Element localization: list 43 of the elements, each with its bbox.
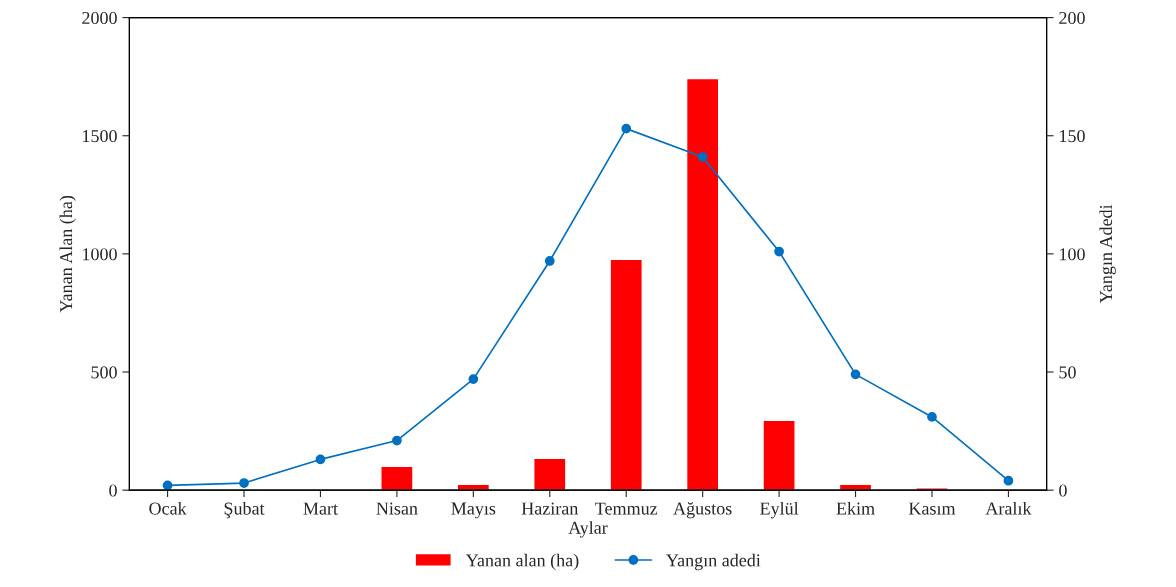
point	[774, 246, 784, 257]
y-axis-title: Yanan Alan (ha)	[59, 195, 76, 313]
y2-tick-label: 200	[1059, 11, 1085, 25]
x-tick-label: Ekim	[836, 501, 875, 515]
point	[239, 478, 249, 488]
point	[621, 123, 632, 134]
x-tick-label: Ağustos	[673, 502, 732, 519]
bar	[380, 465, 414, 491]
x-tick-label: Eylül	[760, 501, 799, 519]
y-tick-label: 0	[109, 484, 117, 497]
x-tick-label: Mayıs	[451, 502, 496, 519]
point	[697, 152, 708, 162]
legend-label: Yanan alan (ha)	[465, 553, 579, 571]
x-tick-label: Mart	[303, 502, 338, 515]
x-tick-label: Haziran	[521, 502, 579, 515]
point	[1003, 475, 1014, 486]
bar	[533, 457, 567, 491]
bar	[685, 77, 720, 491]
y2-tick-label: 150	[1060, 130, 1085, 143]
x-tick-label: Ocak	[149, 501, 187, 515]
y2-tick-label: 100	[1060, 248, 1085, 261]
y-tick-label: 1000	[83, 248, 117, 261]
y-tick-label: 500	[91, 366, 117, 379]
y-tick-label: 1500	[83, 130, 117, 143]
point	[850, 369, 861, 380]
x-axis-title: Aylar	[568, 521, 608, 538]
x-tick-label: Temmuz	[595, 502, 658, 515]
legend-label: Yangın adedi	[666, 553, 761, 571]
point	[544, 256, 555, 266]
bar	[762, 419, 796, 491]
y2-tick-label: 0	[1059, 484, 1067, 497]
y-tick-label: 2000	[82, 11, 117, 25]
x-tick-label: Kasım	[908, 502, 956, 515]
x-tick-label: Şubat	[224, 501, 265, 519]
y2-tick-label: 50	[1059, 366, 1076, 379]
x-tick-label: Nisan	[376, 502, 418, 515]
bar	[609, 258, 643, 491]
x-tick-label: Aralık	[985, 501, 1032, 515]
point	[315, 454, 326, 465]
point	[468, 374, 479, 384]
point	[927, 412, 937, 422]
y2-axis-title: Yangın Adedi	[1099, 204, 1116, 304]
point	[392, 435, 402, 446]
